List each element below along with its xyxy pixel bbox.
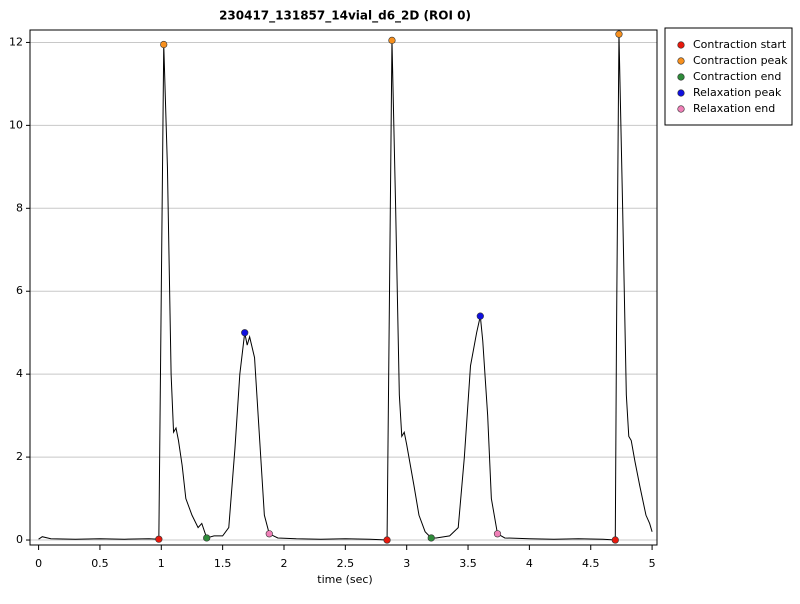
legend-marker <box>677 57 685 65</box>
event-marker <box>476 312 484 320</box>
y-tick-label: 12 <box>9 35 23 48</box>
x-tick-label: 5 <box>649 557 656 570</box>
event-marker <box>427 534 435 542</box>
x-tick-label: 4 <box>526 557 533 570</box>
plot-frame <box>29 29 658 546</box>
legend-marker <box>677 73 685 81</box>
y-tick-label: 8 <box>16 201 23 214</box>
event-marker <box>155 535 163 543</box>
y-tick-label: 2 <box>16 450 23 463</box>
x-tick-label: 0.5 <box>91 557 109 570</box>
event-marker <box>615 30 623 38</box>
legend-marker <box>677 41 685 49</box>
event-marker <box>265 530 273 538</box>
trace-line <box>38 34 653 541</box>
event-marker <box>493 530 502 538</box>
x-tick-label: 2.5 <box>337 557 355 570</box>
y-tick-label: 6 <box>16 284 23 297</box>
event-marker <box>241 329 249 337</box>
event-marker <box>160 40 168 49</box>
event-marker <box>611 536 619 544</box>
legend-label: Relaxation peak <box>693 86 782 99</box>
x-axis-label: time (sec) <box>317 573 372 586</box>
y-tick-label: 0 <box>16 533 23 546</box>
event-marker <box>383 536 391 544</box>
y-tick-label: 4 <box>16 367 23 380</box>
x-tick-label: 3 <box>403 557 410 570</box>
legend-label: Contraction end <box>693 70 781 83</box>
x-tick-label: 1.5 <box>214 557 232 570</box>
chart-title: 230417_131857_14vial_d6_2D (ROI 0) <box>219 9 471 24</box>
x-tick-label: 2 <box>280 557 287 570</box>
legend-marker <box>677 89 685 97</box>
event-marker <box>388 36 396 44</box>
legend-label: Contraction peak <box>693 54 788 67</box>
legend-label: Relaxation end <box>693 102 775 115</box>
legend-box <box>664 27 793 126</box>
y-tick-label: 10 <box>9 118 23 131</box>
x-tick-label: 4.5 <box>582 557 600 570</box>
event-marker <box>203 534 211 542</box>
x-tick-label: 1 <box>158 557 165 570</box>
legend-label: Contraction start <box>693 38 787 51</box>
x-tick-label: 3.5 <box>459 557 477 570</box>
x-tick-label: 0 <box>35 557 42 570</box>
legend-marker <box>677 105 685 113</box>
